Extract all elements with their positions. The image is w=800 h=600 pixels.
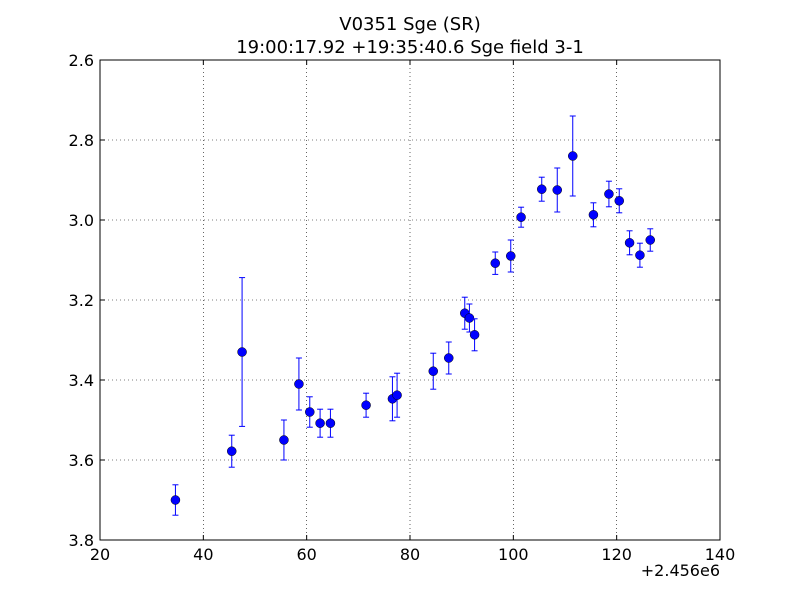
data-point	[516, 212, 526, 222]
data-point	[469, 330, 480, 340]
data-point	[490, 258, 500, 268]
data-point	[227, 446, 237, 456]
grid-lines	[100, 60, 720, 540]
axis-ticks: 20 40 60 80 100 120 140 2.6 2.8 3.0 3.2 3.4 3.6 3.8	[69, 51, 736, 564]
x-tick-label: 60	[296, 545, 316, 564]
x-tick-label: 140	[705, 545, 736, 564]
data-point	[588, 210, 599, 220]
data-points	[170, 115, 655, 516]
data-point	[325, 418, 336, 428]
data-point	[392, 390, 402, 400]
data-point	[604, 189, 614, 199]
x-tick-label: 40	[193, 545, 213, 564]
chart-title: V0351 Sge (SR)	[339, 14, 480, 35]
data-point	[315, 418, 325, 428]
x-tick-label: 20	[90, 545, 110, 564]
y-tick-label: 2.6	[69, 51, 94, 70]
data-point	[279, 435, 289, 445]
data-point	[237, 347, 247, 357]
chart-subtitle: 19:00:17.92 +19:35:40.6 Sge field 3-1	[236, 37, 584, 58]
y-tick-label: 3.2	[69, 291, 94, 310]
data-point	[552, 185, 562, 195]
data-point	[624, 238, 635, 248]
y-tick-label: 2.8	[69, 131, 94, 150]
data-point	[464, 313, 475, 323]
x-offset-label: +2.456e6	[641, 561, 720, 580]
data-point	[645, 235, 655, 245]
data-point	[537, 184, 547, 194]
y-tick-label: 3.0	[69, 211, 94, 230]
data-point	[294, 379, 304, 389]
data-point	[170, 495, 181, 505]
y-tick-label: 3.4	[69, 371, 94, 390]
data-point	[444, 353, 454, 363]
data-point	[614, 196, 624, 206]
y-tick-label: 3.6	[69, 451, 94, 470]
data-point	[568, 151, 578, 161]
data-point	[506, 251, 516, 261]
x-tick-label: 80	[400, 545, 420, 564]
data-point	[361, 400, 371, 410]
y-tick-label: 3.8	[69, 531, 94, 550]
data-point	[635, 250, 645, 260]
x-tick-label: 100	[498, 545, 529, 564]
x-tick-label: 120	[601, 545, 632, 564]
data-point	[305, 407, 315, 417]
data-point	[428, 366, 438, 376]
